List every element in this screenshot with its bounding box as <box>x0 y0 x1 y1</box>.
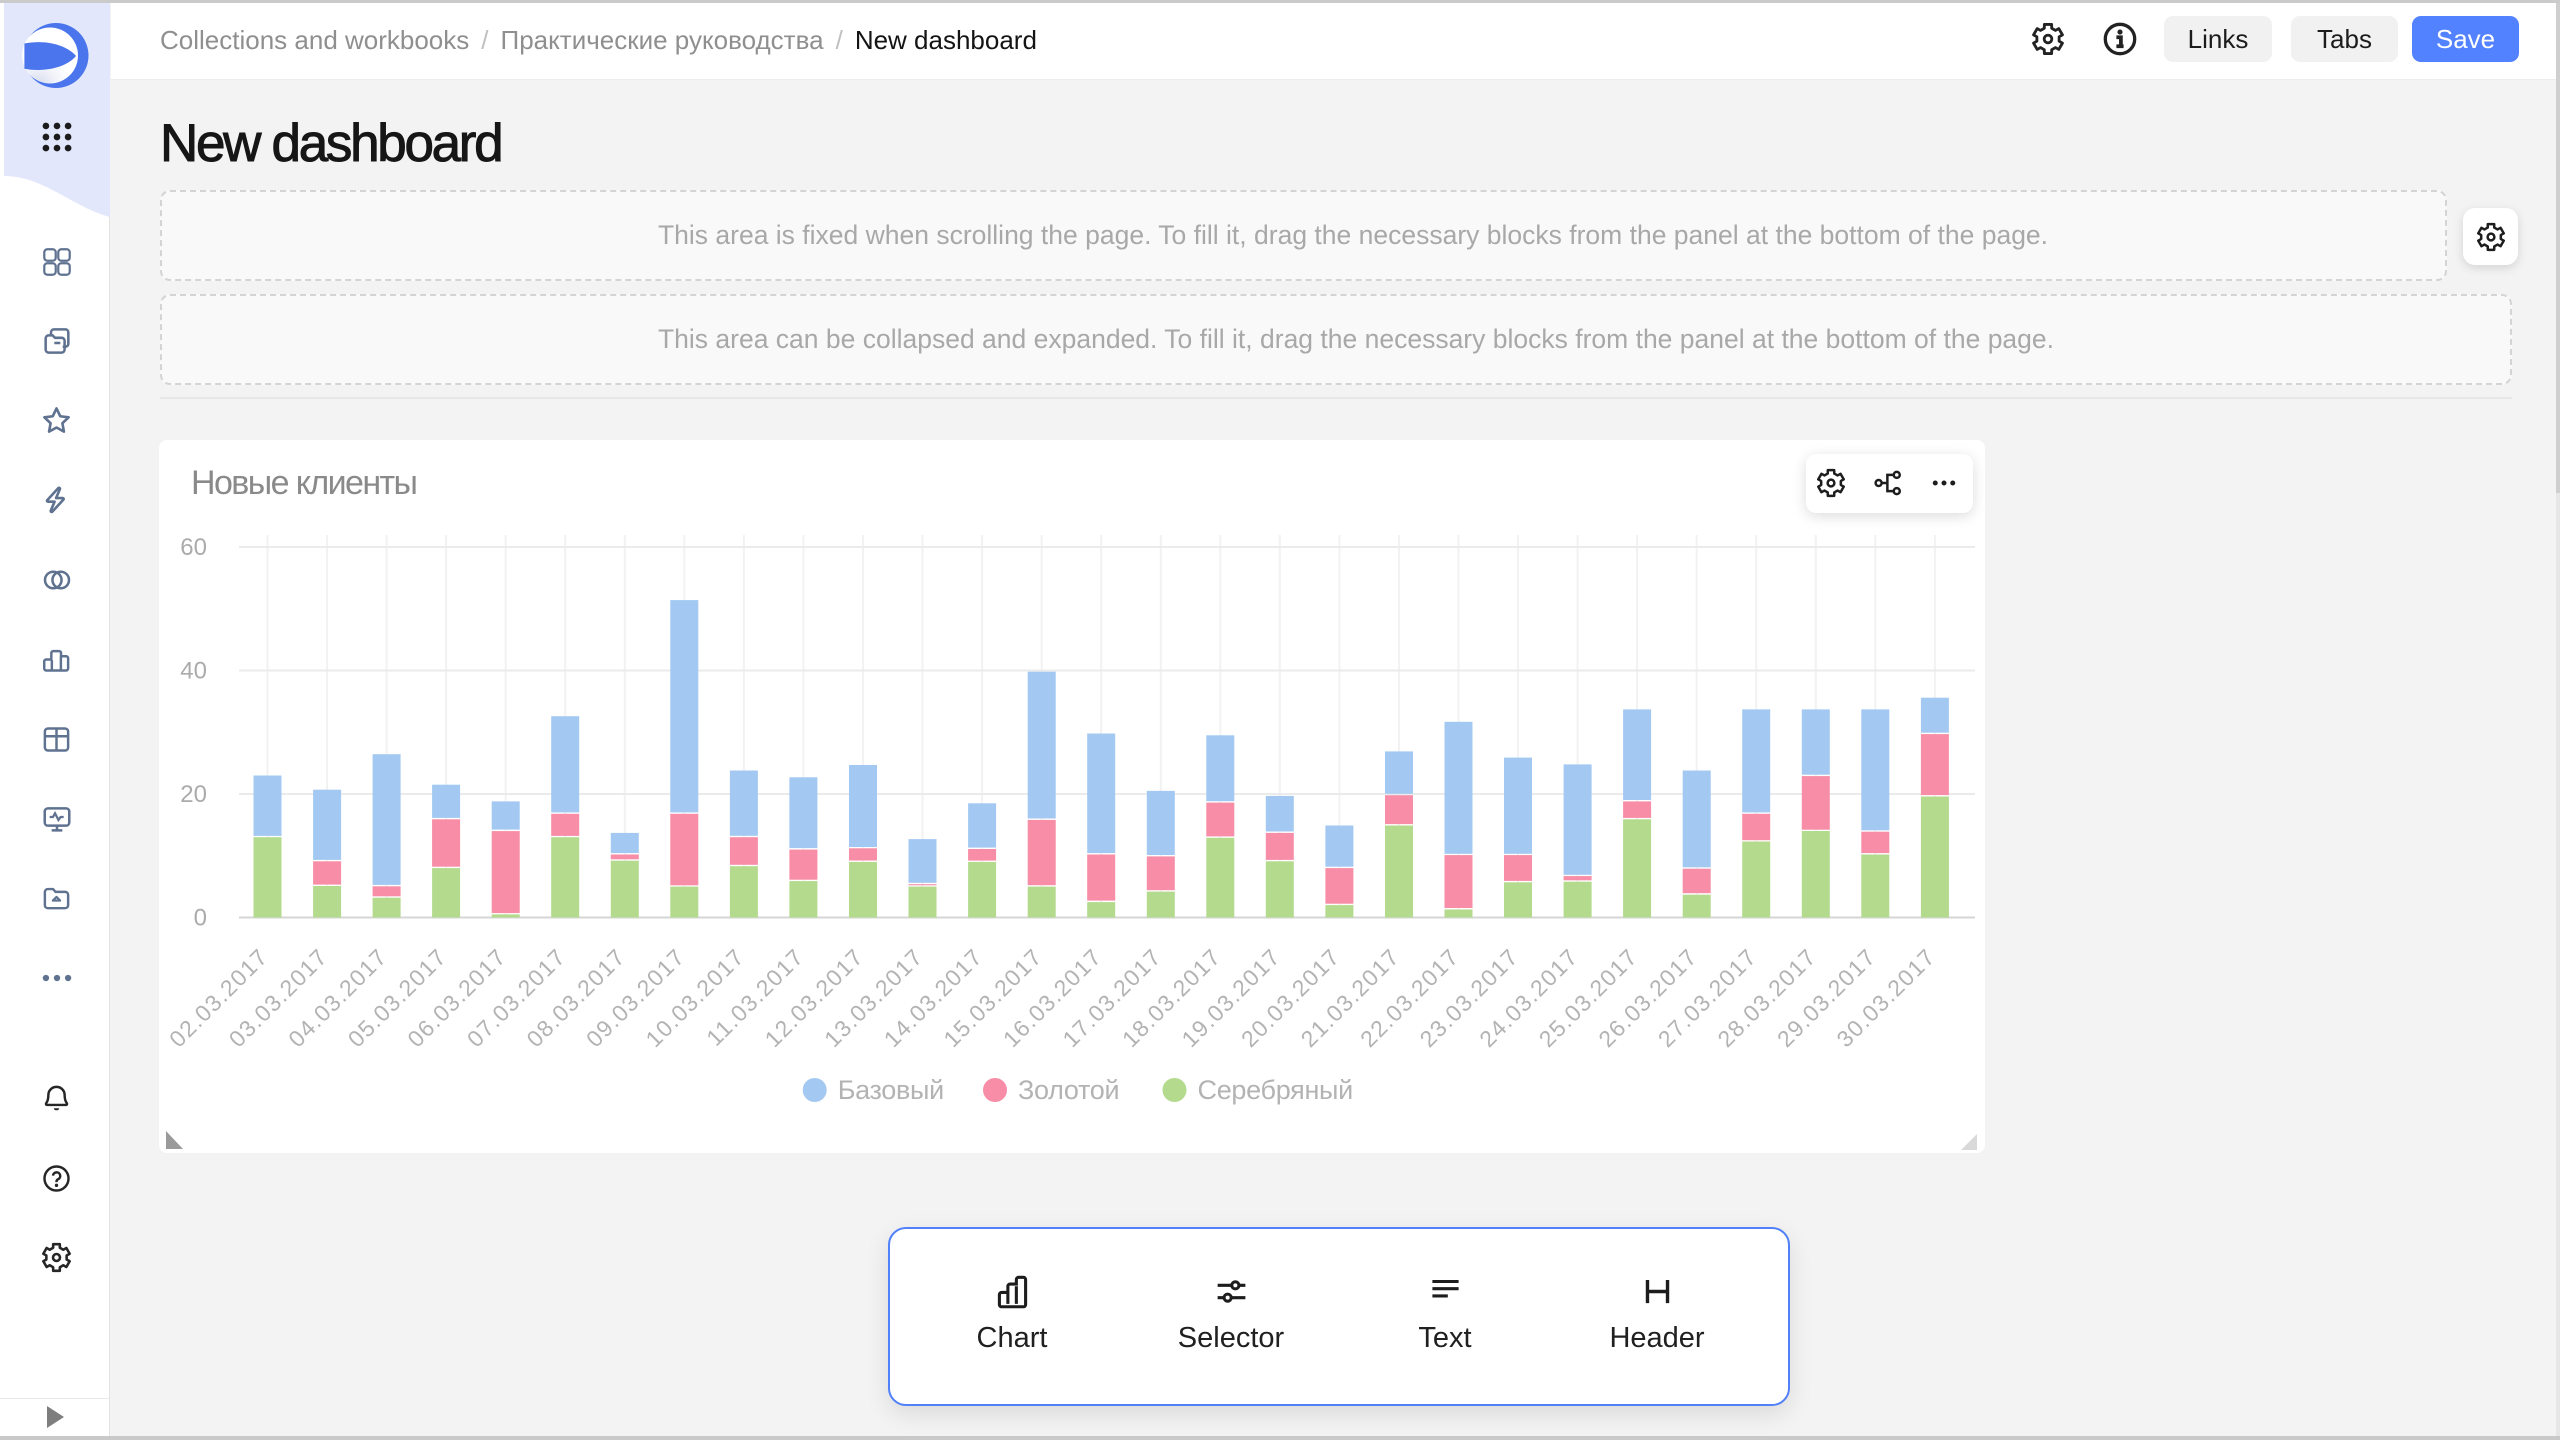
svg-text:Золотой: Золотой <box>1018 1075 1119 1105</box>
svg-text:Серебряный: Серебряный <box>1198 1075 1353 1105</box>
svg-text:60: 60 <box>180 534 207 561</box>
svg-text:Базовый: Базовый <box>838 1075 944 1105</box>
svg-text:20: 20 <box>180 781 207 808</box>
svg-text:0: 0 <box>194 905 207 932</box>
svg-text:40: 40 <box>180 658 207 685</box>
